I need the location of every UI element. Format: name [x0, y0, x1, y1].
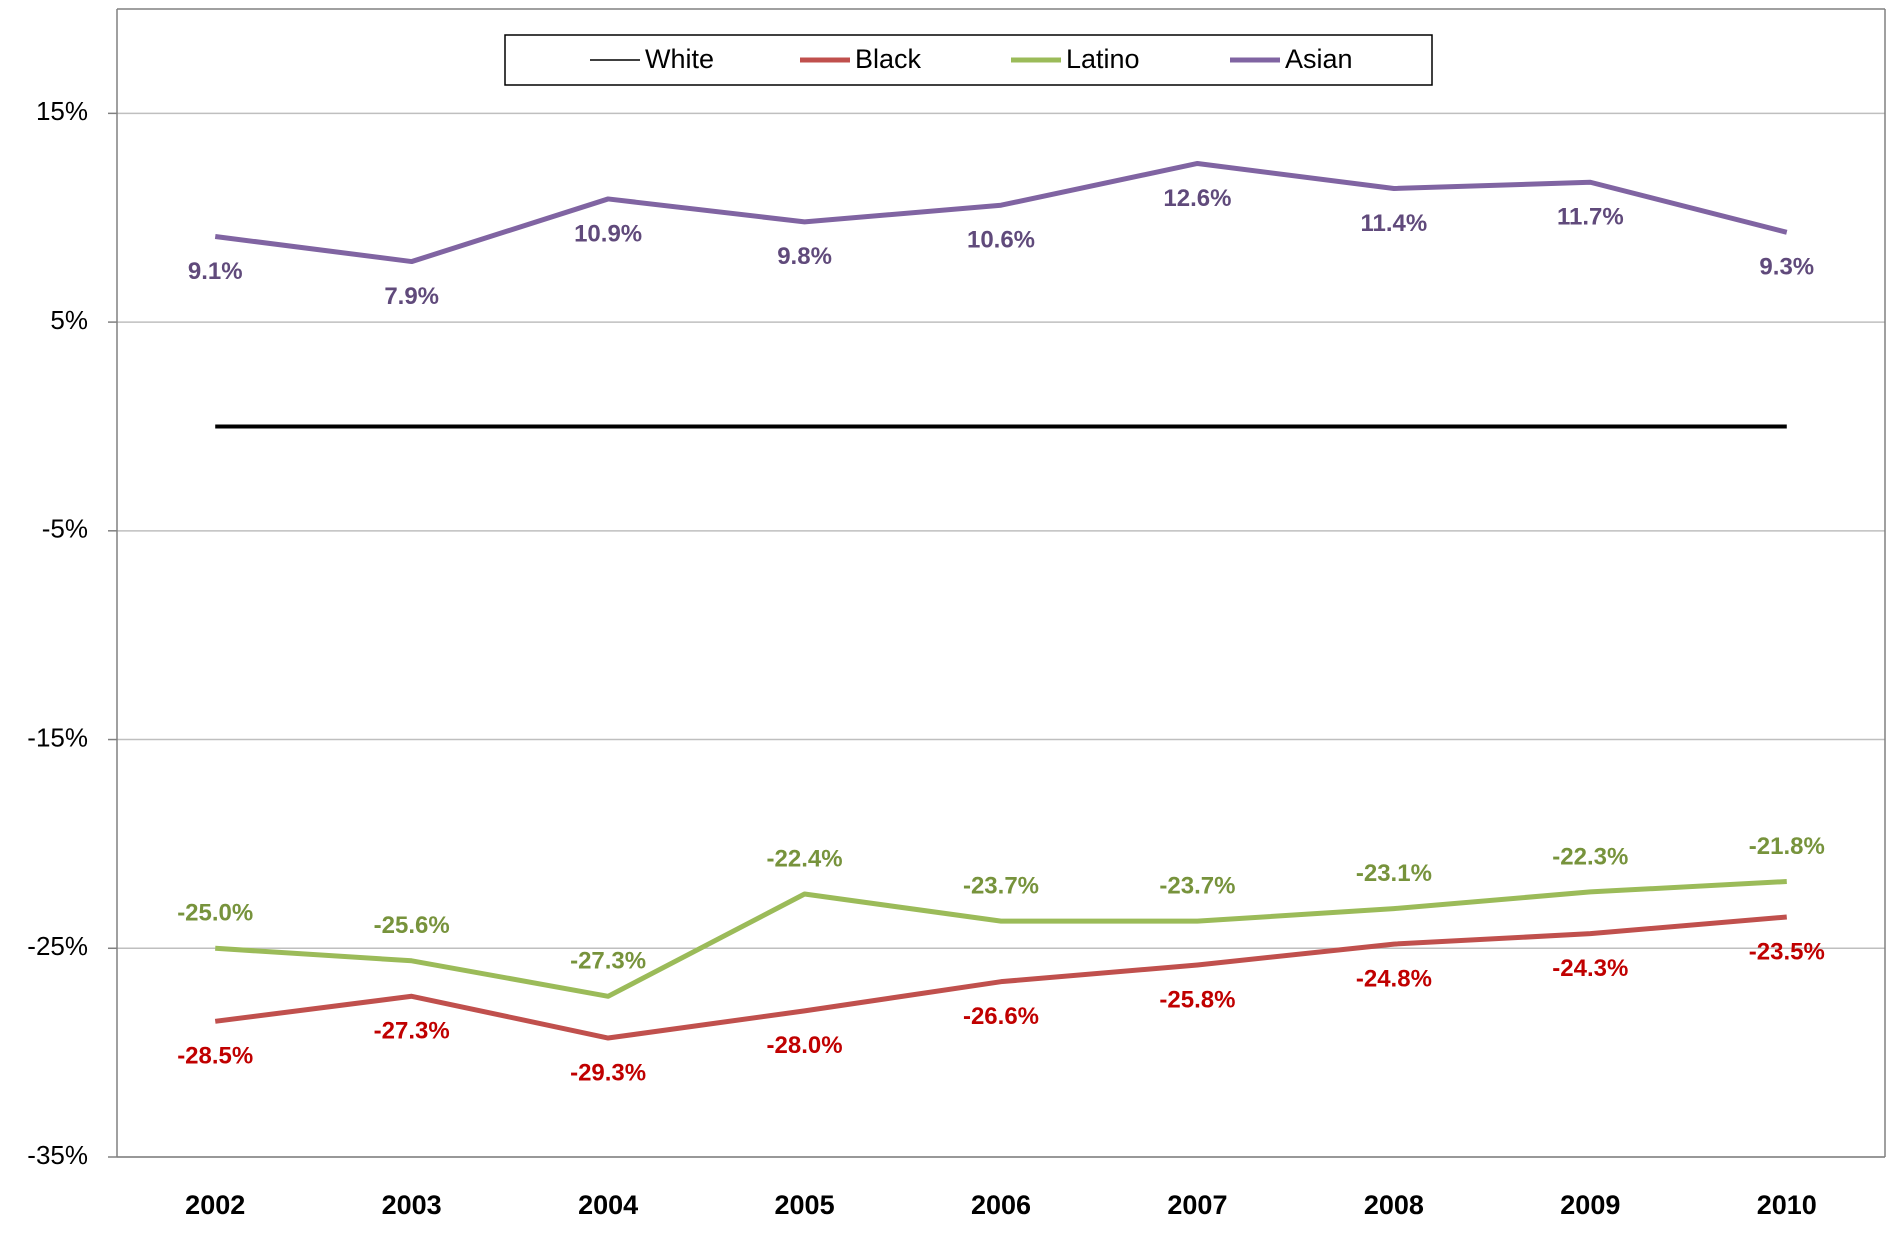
series-line [214, 914, 1787, 1041]
data-label: -27.3% [374, 1018, 450, 1045]
y-tick-label: 5% [50, 305, 88, 335]
x-tick-label: 2005 [775, 1190, 835, 1220]
data-label: 9.3% [1759, 254, 1814, 281]
data-label: -21.8% [1749, 833, 1825, 860]
legend-label: Latino [1066, 44, 1140, 74]
data-label: 9.8% [777, 243, 832, 270]
x-tick-label: 2003 [382, 1190, 442, 1220]
data-label: -23.7% [963, 872, 1039, 899]
data-label: -23.1% [1356, 860, 1432, 887]
y-tick-label: -15% [27, 722, 88, 752]
data-label: -22.4% [767, 845, 843, 872]
data-label: 9.1% [188, 258, 243, 285]
legend-label: Asian [1285, 44, 1353, 74]
x-tick-label: 2007 [1167, 1190, 1227, 1220]
data-label: 11.4% [1361, 210, 1428, 237]
data-label: -25.0% [177, 900, 253, 927]
data-label: -29.3% [570, 1059, 646, 1086]
data-label: 11.7% [1557, 204, 1624, 231]
data-label: -28.0% [767, 1032, 843, 1059]
data-label: -23.7% [1159, 872, 1235, 899]
x-tick-label: 2009 [1560, 1190, 1620, 1220]
y-tick-label: -35% [27, 1140, 88, 1170]
data-label: -22.3% [1552, 843, 1628, 870]
y-tick-label: -25% [27, 931, 88, 961]
x-tick-label: 2002 [185, 1190, 245, 1220]
legend-label: White [645, 44, 714, 74]
series-line [215, 878, 1787, 999]
data-label: 10.9% [574, 220, 642, 247]
data-label: -24.3% [1552, 955, 1628, 982]
x-tick-label: 2008 [1364, 1190, 1424, 1220]
data-label: 10.6% [967, 227, 1035, 254]
x-tick-label: 2010 [1757, 1190, 1817, 1220]
x-tick-label: 2006 [971, 1190, 1031, 1220]
data-label: 12.6% [1163, 185, 1231, 212]
y-tick-label: -5% [42, 514, 88, 544]
data-label: -24.8% [1356, 965, 1432, 992]
data-label: -26.6% [963, 1003, 1039, 1030]
data-label: -25.8% [1159, 986, 1235, 1013]
data-label: -23.5% [1749, 938, 1825, 965]
data-label: -27.3% [570, 948, 646, 975]
legend-label: Black [855, 44, 922, 74]
data-label: -28.5% [177, 1043, 253, 1070]
data-label: 7.9% [384, 283, 439, 310]
series-line [214, 160, 1788, 265]
y-tick-label: 15% [36, 96, 88, 126]
data-label: -25.6% [374, 912, 450, 939]
x-tick-label: 2004 [578, 1190, 638, 1220]
